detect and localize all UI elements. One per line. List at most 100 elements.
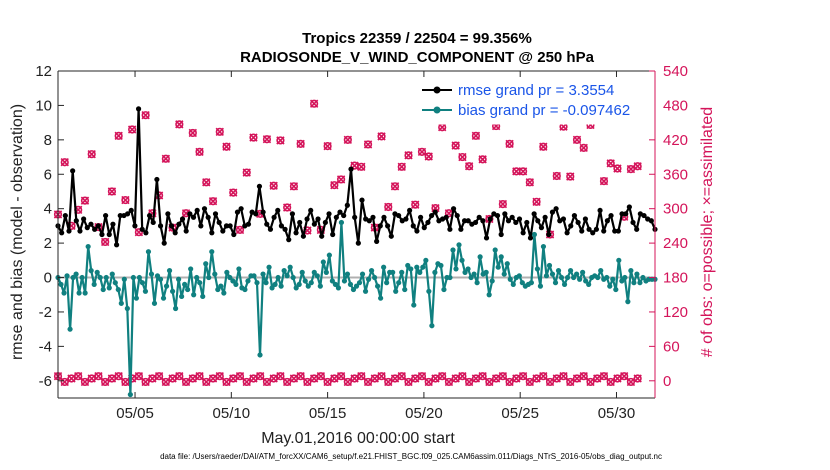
obs-marker-low-cross-b <box>485 377 494 387</box>
bias-point <box>353 283 360 289</box>
obs-marker-high-cross-b <box>532 197 541 206</box>
bias-point <box>411 302 417 308</box>
obs-marker-high-cross-b <box>181 209 191 218</box>
tick-labels: 05/05 05/10 05/15 05/20 05/25 05/30 -6 -4 -2 0 2 4 6… <box>35 63 688 422</box>
rmse-point <box>626 204 632 210</box>
y-left-tick-label: -2 <box>39 304 52 321</box>
obs-marker-low-cross-b <box>505 377 514 387</box>
rmse-point <box>428 212 435 219</box>
bias-point <box>637 280 643 286</box>
obs-marker-high-ring <box>552 171 561 181</box>
obs-marker-low-cross-b <box>309 374 319 383</box>
obs-marker-low <box>377 372 386 381</box>
rmse-point <box>447 226 453 232</box>
obs-marker-high-ring <box>310 99 319 108</box>
obs-marker-high <box>404 151 413 160</box>
bias-point <box>179 293 185 300</box>
obs-marker-low-ring <box>458 372 467 381</box>
obs-marker-low-cross-b <box>498 372 508 381</box>
obs-marker-high-cross-b <box>451 141 460 150</box>
obs-marker-high-cross-b <box>606 159 615 168</box>
obs-marker-high-cross-b <box>505 139 514 149</box>
bias-point <box>607 283 613 289</box>
obs-marker-high-cross-b <box>431 203 440 213</box>
rmse-point <box>341 212 347 219</box>
obs-marker-low-cross-b <box>620 372 629 381</box>
bias-point <box>151 300 158 306</box>
y-right-tick-label: 60 <box>663 338 680 355</box>
rmse-point <box>128 207 134 214</box>
obs-marker-high-ring <box>579 143 588 152</box>
obs-marker-low <box>593 374 602 383</box>
obs-marker-low-cross-b <box>438 372 447 381</box>
obs-marker-high-ring <box>276 136 285 145</box>
obs-marker-low-ring <box>310 374 319 383</box>
obs-marker-high <box>60 158 69 167</box>
bias-point <box>495 264 501 270</box>
obs-marker-low <box>141 377 150 387</box>
bias-point <box>115 286 121 293</box>
y-right-tick-label: 0 <box>663 373 671 390</box>
obs-marker-low-cross-b <box>181 377 191 387</box>
bias-point <box>257 352 263 358</box>
obs-marker-low-ring <box>168 374 177 383</box>
obs-marker-low <box>417 372 427 381</box>
obs-marker-high <box>458 152 467 162</box>
rmse-point <box>253 211 259 217</box>
rmse-point <box>190 214 197 220</box>
obs-marker-high <box>512 167 521 176</box>
bias-point <box>142 288 149 294</box>
rmse-point <box>293 230 299 236</box>
bias-point <box>574 271 580 277</box>
obs-marker-low-cross-b <box>256 372 265 381</box>
rmse-point <box>520 230 526 236</box>
obs-marker-high <box>384 202 393 212</box>
obs-marker-low-cross-b <box>572 374 582 383</box>
obs-marker-high <box>269 181 278 190</box>
obs-marker-low <box>586 377 595 387</box>
bias-point <box>272 281 278 288</box>
obs-marker-high <box>202 178 211 187</box>
bias-point <box>396 280 402 286</box>
legend-rmse-marker <box>433 86 441 94</box>
rmse-point <box>516 216 523 222</box>
rmse-point <box>612 228 618 234</box>
obs-marker-low <box>316 372 326 381</box>
rmse-point <box>99 231 105 238</box>
obs-marker-low <box>154 372 164 381</box>
obs-marker-low-cross-b <box>148 374 157 383</box>
obs-marker-high-ring <box>249 133 258 142</box>
rmse-point <box>227 223 233 229</box>
rmse-point <box>425 219 431 226</box>
obs-marker-low <box>606 377 615 387</box>
obs-marker-low-cross-b <box>464 377 474 387</box>
bias-point <box>221 290 227 296</box>
bias-point <box>308 280 314 286</box>
obs-marker-low <box>168 374 177 383</box>
y-right-tick-label: 180 <box>663 270 688 287</box>
rmse-point <box>88 221 94 227</box>
obs-marker-low-ring <box>235 372 245 381</box>
obs-marker-low-ring <box>289 374 299 383</box>
obs-marker-high-cross-b <box>566 172 575 181</box>
obs-marker-high-cross-b <box>579 143 588 153</box>
obs-marker-low-ring <box>249 374 258 383</box>
rmse-point <box>608 212 614 219</box>
obs-marker-high-cross-b <box>572 135 582 145</box>
bias-point <box>534 266 541 272</box>
obs-marker-low <box>411 374 420 383</box>
rmse-point <box>571 212 578 219</box>
obs-marker-high-cross-b <box>384 202 393 212</box>
obs-marker-high <box>539 142 548 151</box>
obs-marker-low <box>60 377 69 387</box>
obs-marker-low-ring <box>411 374 420 383</box>
obs-marker-low-ring <box>390 374 400 383</box>
rmse-point <box>586 226 592 232</box>
obs-marker-high <box>464 162 474 171</box>
obs-marker-low <box>229 374 238 383</box>
bias-point <box>540 243 547 250</box>
obs-marker-low <box>94 372 103 381</box>
rmse-point <box>187 211 193 217</box>
obs-marker-high-ring <box>107 187 117 196</box>
bias-point <box>465 266 471 272</box>
